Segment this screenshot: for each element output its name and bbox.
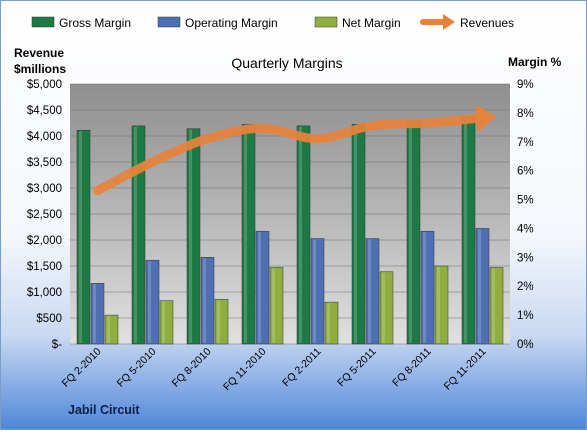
legend: Gross Margin Operating Margin Net Margin Re… xyxy=(31,14,514,30)
legend-label: Operating Margin xyxy=(185,16,278,30)
legend-label: Gross Margin xyxy=(59,16,131,30)
bar-highlight xyxy=(258,232,261,343)
bar-highlight xyxy=(368,239,371,343)
bar-operating-margin xyxy=(365,238,380,345)
bar-highlight xyxy=(354,125,357,343)
bar-highlight xyxy=(313,239,316,343)
left-tick-label: $4,000 xyxy=(27,131,62,143)
bar-net-margin xyxy=(324,301,339,345)
right-tick-label: 5% xyxy=(517,195,534,207)
left-tick-label: $2,000 xyxy=(27,235,62,247)
titles-group: Revenue $millions Margin % Quarterly Margin… xyxy=(14,46,562,417)
bar-highlight xyxy=(464,118,467,343)
right-tick-label: 3% xyxy=(517,252,534,264)
legend-swatch-gross-margin xyxy=(31,16,55,28)
bar-highlight xyxy=(492,268,495,343)
chart-title: Quarterly Margins xyxy=(231,55,342,71)
bar-operating-margin xyxy=(200,257,215,345)
bar-gross-margin xyxy=(131,125,146,345)
right-tick-label: 8% xyxy=(517,108,534,120)
bar-highlight xyxy=(327,303,330,343)
bar-operating-margin xyxy=(310,238,325,345)
legend-swatch-net-margin xyxy=(314,16,338,28)
bar-highlight xyxy=(478,229,481,343)
bar-highlight xyxy=(437,267,440,343)
bar-highlight xyxy=(272,268,275,343)
left-tick-label: $1,000 xyxy=(27,287,62,299)
left-axis-title-line-2: $millions xyxy=(14,62,66,76)
bar-gross-margin xyxy=(186,128,201,345)
bar-gross-margin xyxy=(241,124,256,345)
bar-gross-margin xyxy=(351,124,366,345)
bar-net-margin xyxy=(379,271,394,345)
right-tick-label: 1% xyxy=(517,310,534,322)
left-tick-label: $- xyxy=(52,339,62,351)
right-tick-label: 7% xyxy=(517,137,534,149)
bar-net-margin xyxy=(434,265,449,345)
legend-label: Net Margin xyxy=(342,16,401,30)
bar-highlight xyxy=(93,284,96,343)
right-tick-label: 6% xyxy=(517,166,534,178)
bar-operating-margin xyxy=(475,228,490,345)
bar-highlight xyxy=(423,232,426,343)
bar-highlight xyxy=(203,258,206,343)
bar-gross-margin xyxy=(76,129,91,345)
bar-highlight xyxy=(189,129,192,343)
bar-gross-margin xyxy=(406,121,421,345)
left-tick-label: $500 xyxy=(36,313,62,325)
bar-operating-margin xyxy=(90,283,105,345)
legend-arrow-icon xyxy=(443,14,455,30)
revenues-line-group xyxy=(93,104,497,196)
right-tick-label: 2% xyxy=(517,281,534,293)
revenues-arrowhead xyxy=(475,104,497,133)
bar-operating-margin xyxy=(420,231,435,345)
bar-highlight xyxy=(409,122,412,343)
right-axis-title: Margin % xyxy=(508,55,562,69)
bar-highlight xyxy=(382,272,385,343)
bar-net-margin xyxy=(214,298,229,345)
legend-label: Revenues xyxy=(460,16,514,30)
bars-group xyxy=(76,116,504,345)
left-axis-title-line-1: Revenue xyxy=(14,46,64,60)
bar-highlight xyxy=(162,301,165,343)
right-tick-label: 9% xyxy=(517,79,534,91)
right-tick-label: 0% xyxy=(517,339,534,351)
bar-operating-margin xyxy=(255,231,270,345)
bar-highlight xyxy=(299,126,302,343)
bar-highlight xyxy=(244,125,247,343)
bar-highlight xyxy=(107,316,110,343)
left-tick-label: $3,500 xyxy=(27,157,62,169)
bar-operating-margin xyxy=(145,259,160,345)
bar-gross-margin xyxy=(461,116,476,345)
bar-net-margin xyxy=(104,314,119,345)
left-tick-label: $1,500 xyxy=(27,261,62,273)
legend-swatch-operating-margin xyxy=(157,16,181,28)
left-tick-label: $3,000 xyxy=(27,183,62,195)
footer-label: Jabil Circuit xyxy=(68,403,140,417)
bar-highlight xyxy=(217,300,220,343)
left-tick-label: $4,500 xyxy=(27,105,62,117)
bar-highlight xyxy=(79,131,82,343)
bar-net-margin xyxy=(489,267,504,345)
bar-highlight xyxy=(148,261,151,343)
right-tick-label: 4% xyxy=(517,223,534,235)
bar-net-margin xyxy=(269,267,284,345)
bar-highlight xyxy=(134,126,137,343)
bar-gross-margin xyxy=(296,125,311,345)
left-tick-label: $5,000 xyxy=(27,79,62,91)
left-tick-label: $2,500 xyxy=(27,209,62,221)
revenues-line xyxy=(93,113,487,196)
bar-net-margin xyxy=(159,300,174,345)
